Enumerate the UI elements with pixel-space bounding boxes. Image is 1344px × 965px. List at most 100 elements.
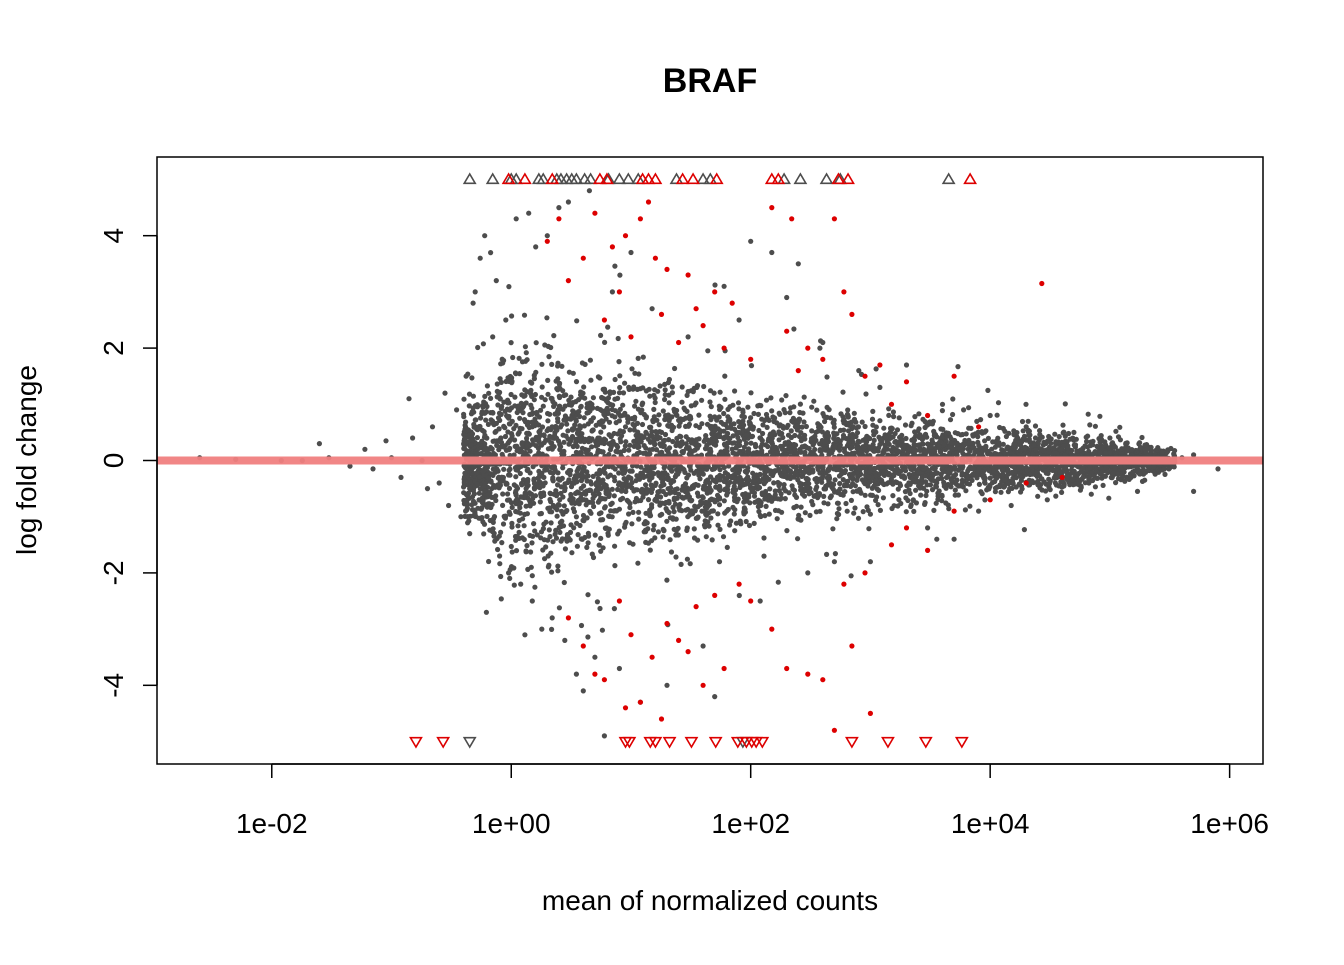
bulk-point xyxy=(679,384,685,390)
bulk-point xyxy=(761,535,767,541)
bulk-point xyxy=(944,469,951,476)
bulk-point xyxy=(841,435,847,441)
bulk-point xyxy=(615,431,621,437)
bulk-point xyxy=(552,432,558,439)
bulk-point xyxy=(871,437,877,443)
bulk-point xyxy=(882,442,888,448)
bulk-point xyxy=(671,495,677,501)
bulk-point xyxy=(822,418,828,425)
bulk-point xyxy=(992,444,998,450)
bulk-point xyxy=(821,486,827,492)
bulk-point xyxy=(515,509,521,515)
bulk-point xyxy=(647,471,653,478)
bulk-point xyxy=(1063,439,1069,445)
bulk-point xyxy=(1106,445,1112,451)
bulk-point xyxy=(779,397,785,403)
bulk-point xyxy=(566,477,572,483)
bulk-point xyxy=(886,412,892,418)
bulk-point xyxy=(516,355,522,361)
bulk-point xyxy=(584,544,590,551)
bulk-point xyxy=(623,439,629,445)
bulk-point xyxy=(480,404,486,410)
bulk-point xyxy=(788,449,794,455)
bulk-point xyxy=(505,375,511,381)
bulk-point xyxy=(1094,469,1100,475)
bulk-point xyxy=(498,596,504,602)
bulk-point xyxy=(531,476,537,482)
bulk-point xyxy=(876,445,882,451)
bulk-point xyxy=(549,626,555,633)
bulk-point xyxy=(781,482,787,488)
bulk-point xyxy=(640,400,646,406)
bulk-point xyxy=(556,524,562,531)
bulk-point xyxy=(577,425,583,431)
bulk-point xyxy=(731,511,737,517)
bulk-point xyxy=(745,404,751,410)
bulk-point xyxy=(552,467,558,473)
bulk-point xyxy=(601,410,607,416)
bulk-point xyxy=(684,527,690,534)
bulk-point xyxy=(521,523,527,529)
bulk-point xyxy=(611,493,617,499)
bulk-point xyxy=(507,407,513,413)
bulk-point xyxy=(534,532,540,538)
bulk-point xyxy=(660,534,666,540)
bulk-point xyxy=(565,533,571,539)
bulk-point xyxy=(827,495,833,501)
bulk-point xyxy=(649,504,655,510)
bulk-point xyxy=(529,419,535,425)
bulk-point xyxy=(722,510,728,516)
bulk-point xyxy=(1115,471,1121,477)
bulk-point xyxy=(1000,441,1006,447)
bulk-point xyxy=(745,468,751,474)
bulk-point xyxy=(612,543,618,549)
bulk-point xyxy=(760,430,766,437)
bulk-point xyxy=(985,484,991,491)
bulk-point xyxy=(824,374,830,380)
bulk-point xyxy=(997,463,1003,470)
bulk-point xyxy=(1085,433,1091,439)
bulk-point xyxy=(612,478,618,484)
bulk-point xyxy=(908,502,914,508)
bulk-point xyxy=(985,387,991,393)
bulk-point xyxy=(685,506,691,512)
bulk-point xyxy=(982,429,988,435)
bulk-point xyxy=(573,490,579,496)
bulk-point xyxy=(722,396,728,402)
bulk-point xyxy=(570,400,576,406)
bulk-point xyxy=(735,400,742,406)
bulk-point xyxy=(669,468,675,474)
bulk-point xyxy=(465,427,471,433)
bulk-point xyxy=(652,482,658,488)
bulk-point xyxy=(585,530,592,537)
bulk-point xyxy=(992,489,999,495)
bulk-point xyxy=(709,537,715,543)
bulk-point xyxy=(816,491,823,497)
bulk-point xyxy=(519,359,526,365)
bulk-point xyxy=(643,482,649,488)
bulk-point xyxy=(649,429,655,435)
bulk-point xyxy=(547,509,553,515)
bulk-point xyxy=(661,482,667,488)
bulk-point xyxy=(616,359,622,365)
bulk-point xyxy=(1137,471,1143,477)
bulk-point xyxy=(503,513,509,519)
bulk-point xyxy=(703,499,709,505)
bulk-point xyxy=(844,508,850,514)
bulk-point xyxy=(778,491,784,497)
bulk-point xyxy=(666,400,672,406)
bulk-point xyxy=(467,484,473,491)
bulk-point xyxy=(1171,451,1177,457)
bulk-point xyxy=(559,450,565,457)
bulk-point xyxy=(556,605,563,611)
bulk-point xyxy=(653,429,659,435)
bulk-point xyxy=(794,427,800,433)
bulk-point xyxy=(600,545,606,551)
bulk-point xyxy=(796,433,803,440)
bulk-point xyxy=(812,476,818,482)
bulk-point xyxy=(716,559,723,565)
bulk-point xyxy=(962,507,969,513)
bulk-point xyxy=(789,483,795,489)
bulk-point xyxy=(1099,475,1105,481)
bulk-point xyxy=(980,473,986,479)
